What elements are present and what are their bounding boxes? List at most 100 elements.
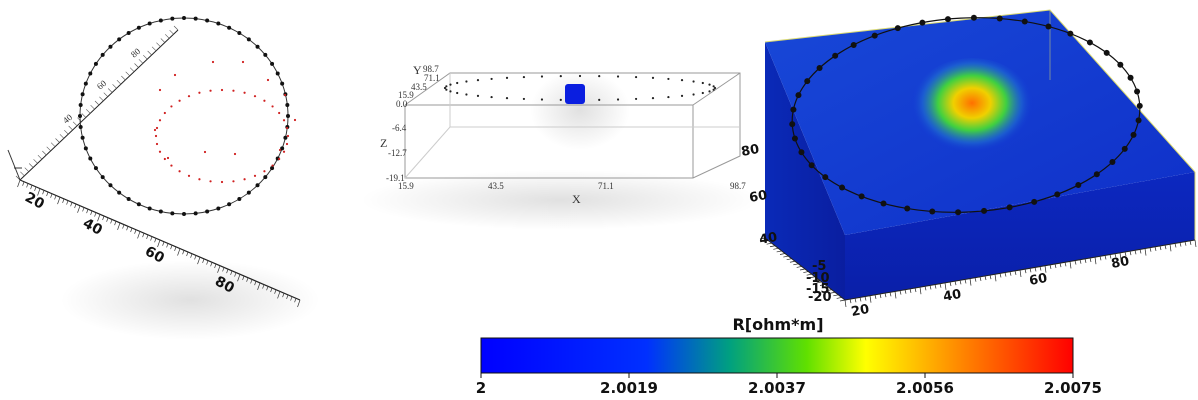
- left-main-tick: [62, 198, 65, 203]
- middle-electrode: [634, 75, 638, 79]
- left-electrode: [263, 52, 268, 57]
- right-left-tick: [766, 242, 772, 245]
- right-anomaly: [910, 58, 1034, 158]
- left-main-tick: [217, 265, 221, 273]
- left-main-tick: [197, 257, 201, 265]
- left-main-tick: [70, 202, 73, 207]
- left-internal-point: [285, 126, 289, 130]
- right-front-tick: [1089, 257, 1092, 263]
- left-main-tick: [274, 289, 277, 294]
- right-front-tick: [1069, 261, 1072, 269]
- left-electrode: [88, 71, 93, 76]
- right-left-tick: [813, 278, 819, 281]
- right-front-tick: [1064, 262, 1067, 267]
- right-left-tick: [763, 240, 769, 242]
- left-main-tick: [170, 245, 173, 250]
- right-front-tick: [1119, 252, 1122, 260]
- left-main-tick: [262, 284, 265, 289]
- middle-model-panel: Y 98.7 71.1 43.5 15.9 0.0 -6.4 -12.7 -19…: [360, 63, 760, 230]
- left-electrode: [158, 18, 163, 23]
- right-left-label-80: 80: [740, 142, 760, 160]
- left-electrode: [263, 175, 268, 180]
- right-electrode: [955, 209, 962, 216]
- middle-z-axis-letter: Z: [380, 136, 387, 150]
- left-electrode: [270, 61, 275, 66]
- middle-electrode: [449, 90, 452, 93]
- right-front-tick: [849, 299, 852, 304]
- left-electrode: [108, 44, 113, 49]
- middle-electrode: [456, 81, 459, 85]
- left-internal-point: [233, 152, 237, 156]
- left-main-tick: [102, 215, 105, 221]
- right-front-label-20: 20: [850, 302, 870, 320]
- left-main-tick: [222, 267, 225, 272]
- right-electrode: [795, 92, 802, 99]
- left-main-tick: [146, 234, 149, 239]
- left-internal-point: [278, 111, 281, 115]
- right-left-tick: [839, 299, 846, 302]
- right-electrode: [1054, 191, 1061, 198]
- right-front-tick: [884, 293, 887, 298]
- left-internal-point: [209, 180, 212, 183]
- left-side-tick: [134, 63, 139, 68]
- left-electrode: [182, 212, 186, 216]
- right-electrode: [1134, 88, 1141, 95]
- left-electrode: [237, 196, 242, 201]
- middle-electrode: [578, 74, 582, 78]
- left-side-tick: [42, 150, 47, 156]
- left-main-tick: [286, 294, 289, 299]
- colorbar-tick-label-1: 2.0019: [600, 379, 658, 397]
- right-front-tick: [1024, 269, 1027, 274]
- left-main-tick: [270, 287, 273, 293]
- right-depth-label-5: -5: [812, 259, 826, 274]
- middle-electrode: [445, 85, 448, 88]
- right-front-tick: [889, 292, 892, 297]
- left-side-tick: [165, 34, 170, 39]
- middle-electrode: [680, 94, 684, 97]
- left-electrode: [205, 209, 210, 214]
- right-front-tick: [1159, 245, 1162, 251]
- colorbar-tick-label-4: 2.0075: [1044, 379, 1102, 397]
- left-main-tick: [290, 296, 293, 301]
- left-internal-point: [232, 180, 235, 183]
- left-main-tick: [230, 270, 233, 275]
- right-front-tick: [994, 274, 997, 282]
- left-side-tick: [160, 38, 166, 43]
- right-electrode: [1006, 204, 1013, 211]
- left-axis-label-40: 40: [80, 215, 105, 238]
- right-electrode: [798, 149, 805, 156]
- middle-z-tick-4: -19.1: [386, 173, 405, 183]
- left-electrode: [93, 166, 98, 171]
- right-front-tick: [984, 275, 987, 281]
- right-front-tick: [929, 285, 932, 290]
- right-front-tick: [1174, 243, 1177, 248]
- middle-electrodes: [443, 74, 717, 102]
- left-main-tick: [26, 183, 29, 188]
- right-front-tick: [914, 287, 917, 293]
- right-front-tick: [1144, 248, 1147, 256]
- right-left-tick: [819, 284, 826, 286]
- right-front-tick: [1029, 268, 1032, 273]
- left-electrode: [117, 190, 122, 195]
- left-internal-point: [158, 119, 162, 122]
- right-left-tick: [786, 258, 792, 261]
- middle-electrode: [540, 75, 544, 78]
- right-left-tick: [799, 268, 806, 271]
- left-internal-point: [263, 99, 266, 102]
- left-main-tick: [282, 293, 285, 298]
- right-left-tick: [776, 250, 782, 253]
- left-electrode: [227, 25, 232, 30]
- left-side-tick: [147, 50, 152, 56]
- middle-electrode: [559, 75, 562, 78]
- colorbar-tick-label-3: 2.0056: [896, 379, 954, 397]
- left-main-tick: [246, 277, 249, 282]
- left-side-tick: [94, 100, 100, 106]
- left-electrode: [193, 211, 198, 216]
- right-front-tick: [894, 291, 897, 299]
- right-front-tick: [999, 273, 1002, 278]
- left-side-tick: [173, 25, 179, 31]
- left-internal-point: [170, 164, 173, 167]
- right-electrode: [981, 207, 988, 214]
- middle-electrode: [667, 77, 670, 81]
